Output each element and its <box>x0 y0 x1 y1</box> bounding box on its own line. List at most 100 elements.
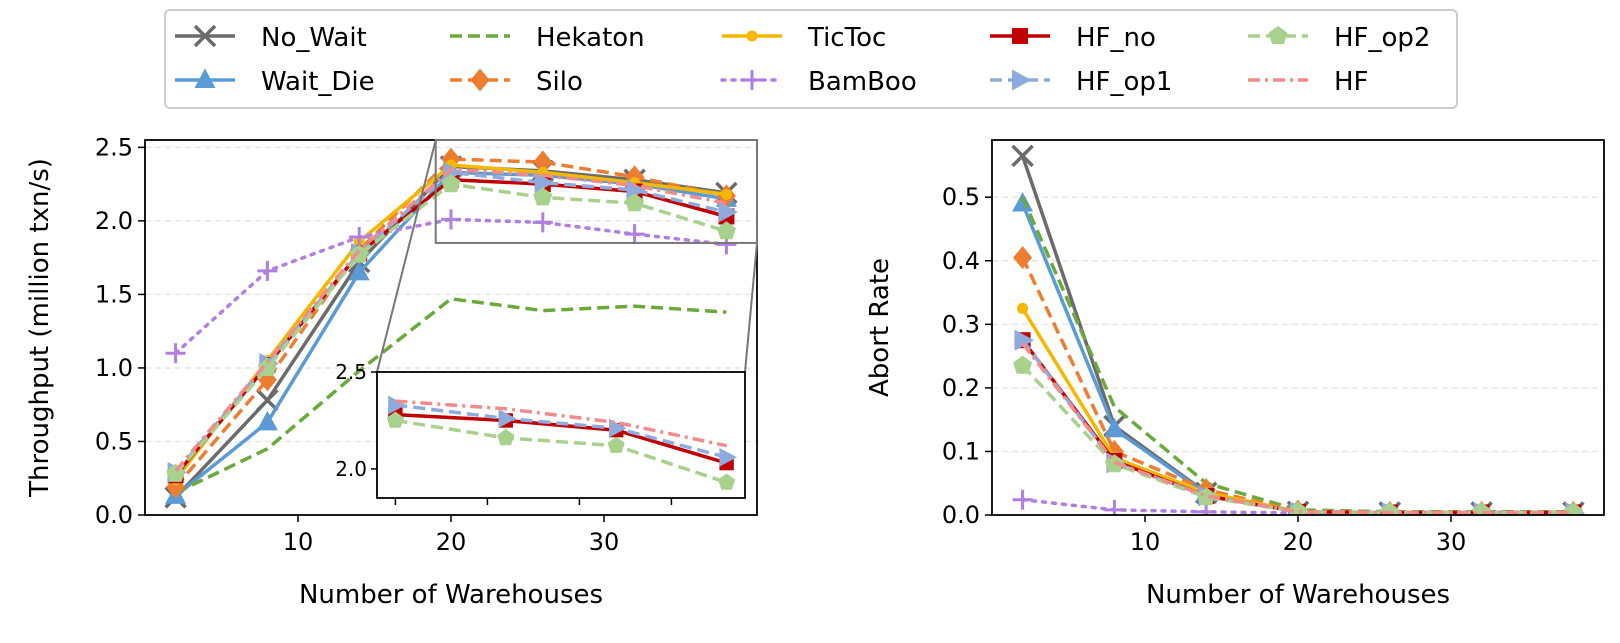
legend-entry-hf: HF <box>1248 67 1369 97</box>
abort-x-tick-label: 20 <box>1283 528 1314 556</box>
abort-point-hf_op2 <box>1013 355 1033 374</box>
inset-line-hf_no <box>395 412 728 465</box>
abort-series-hf_op1 <box>1014 329 1585 515</box>
abort-y-tick-label: 0.5 <box>942 183 980 211</box>
throughput-point-hf_op1 <box>718 201 738 223</box>
throughput-point-bamboo <box>441 209 461 230</box>
abort-point-bamboo <box>1012 489 1033 510</box>
inset-line-hf <box>395 399 727 448</box>
zoom-connector-line <box>744 242 758 373</box>
abort-series-wait_die <box>1012 192 1581 515</box>
legend-label-wait_die: Wait_Die <box>261 67 375 97</box>
throughput-point-bamboo <box>349 227 370 248</box>
inset-axes-frame <box>376 371 746 499</box>
inset-point-hf_op2 <box>497 428 515 446</box>
throughput-inset: 2.0 2.5 <box>335 360 746 505</box>
abort-line-hf_no <box>1021 339 1574 515</box>
legend-label-silo: Silo <box>536 67 583 97</box>
abort-point-hf_op2 <box>1196 487 1216 506</box>
throughput-chart: 0.0 0.5 1.0 1.5 2.0 2.5 10 20 30 Number of Wareho… <box>25 133 758 610</box>
legend-marker-hf_no <box>1012 28 1028 44</box>
inset-series-hf_op2 <box>386 411 736 490</box>
inset-line-hf_op2 <box>395 418 728 485</box>
throughput-point-hf_op2 <box>533 187 553 206</box>
abort-series-no_wait <box>1011 144 1585 515</box>
throughput-point-tictoc <box>720 188 732 200</box>
inset-point-hf_op1 <box>498 409 517 428</box>
legend: No_Wait Wait_Die Hekaton Silo TicToc BamBoo HF… <box>164 9 1458 109</box>
inset-y-tick-label: 2.5 <box>335 360 367 384</box>
legend-label-tictoc: TicToc <box>807 23 886 53</box>
throughput-point-hf_op2 <box>166 463 186 482</box>
legend-entry-hf_no: HF_no <box>990 23 1156 53</box>
legend-entry-no_wait: No_Wait <box>175 23 367 53</box>
zoom-region-indicator <box>434 139 758 244</box>
abort-x-tick-label: 10 <box>1130 528 1161 556</box>
throughput-y-tick-label: 0.0 <box>95 501 133 529</box>
legend-label-bamboo: BamBoo <box>808 67 917 97</box>
legend-marker-tictoc <box>746 30 758 42</box>
abort-rate-chart: 0.0 0.1 0.2 0.3 0.4 0.5 10 20 30 Number of Wareho… <box>865 139 1605 610</box>
legend-label-hf_op1: HF_op1 <box>1076 67 1172 97</box>
abort-point-silo <box>1013 246 1033 270</box>
abort-series-hekaton <box>1020 196 1574 514</box>
abort-point-no_wait <box>1011 144 1034 168</box>
abort-point-tictoc <box>1017 302 1029 314</box>
throughput-series-bamboo <box>165 209 737 364</box>
zoom-connector-line <box>376 139 437 373</box>
abort-series-silo <box>1013 246 1583 515</box>
legend-marker-hf_op1 <box>1012 69 1032 91</box>
inset-point-hf_op2 <box>607 436 625 453</box>
legend-label-no_wait: No_Wait <box>261 23 367 53</box>
legend-entry-hf_op2: HF_op2 <box>1248 23 1430 53</box>
throughput-point-silo <box>533 150 553 174</box>
throughput-point-wait_die <box>256 410 278 431</box>
legend-marker-hf_op2 <box>1268 26 1288 45</box>
abort-line-hf <box>1021 342 1574 515</box>
throughput-point-hf_op2 <box>257 357 277 376</box>
abort-point-bamboo <box>1104 499 1125 515</box>
legend-entry-hekaton: Hekaton <box>450 23 645 53</box>
abort-line-hf_op1 <box>1021 339 1574 515</box>
throughput-line-hf <box>174 167 727 473</box>
inset-point-hf_op2 <box>386 411 404 428</box>
abort-y-axis-label: Abort Rate <box>865 258 895 397</box>
throughput-point-bamboo <box>165 343 186 364</box>
legend-label-hf_no: HF_no <box>1076 23 1156 53</box>
inset-series-hf <box>395 399 727 448</box>
abort-line-wait_die <box>1020 202 1574 515</box>
legend-entry-hf_op1: HF_op1 <box>990 67 1172 97</box>
throughput-point-bamboo <box>532 212 553 233</box>
throughput-y-tick-label: 1.5 <box>95 280 133 308</box>
inset-y-tick-label: 2.0 <box>335 457 367 481</box>
throughput-series-hekaton <box>174 297 727 495</box>
legend-entry-bamboo: BamBoo <box>720 67 917 97</box>
throughput-y-tick-label: 2.5 <box>95 133 133 161</box>
abort-plot-area <box>1011 144 1585 515</box>
abort-y-tick-label: 0.2 <box>942 374 980 402</box>
abort-axes-frame <box>991 139 1605 516</box>
throughput-point-bamboo <box>257 260 278 281</box>
abort-x-tick-label: 30 <box>1436 528 1467 556</box>
legend-entry-silo: Silo <box>450 67 583 97</box>
throughput-x-tick-label: 20 <box>436 528 467 556</box>
inset-point-hf_op1 <box>719 447 737 467</box>
legend-marker-bamboo <box>742 70 762 90</box>
throughput-point-hf_op2 <box>625 193 645 212</box>
throughput-plot-area <box>164 147 738 509</box>
abort-line-no_wait <box>1020 155 1574 515</box>
legend-marker-silo <box>470 68 490 92</box>
throughput-series-hf <box>174 167 727 473</box>
throughput-line-bamboo <box>173 217 729 355</box>
legend-entry-tictoc: TicToc <box>722 23 886 53</box>
abort-y-tick-label: 0.4 <box>942 247 980 275</box>
throughput-point-hf_op2 <box>441 174 461 193</box>
throughput-y-tick-label: 0.5 <box>95 427 133 455</box>
abort-series-tictoc <box>1017 302 1579 515</box>
legend-marker-wait_die <box>194 68 216 88</box>
legend-label-hekaton: Hekaton <box>536 23 645 53</box>
abort-y-tick-label: 0.0 <box>942 501 980 529</box>
inset-line-hf_op1 <box>395 403 728 459</box>
throughput-point-wait_die <box>348 260 370 281</box>
